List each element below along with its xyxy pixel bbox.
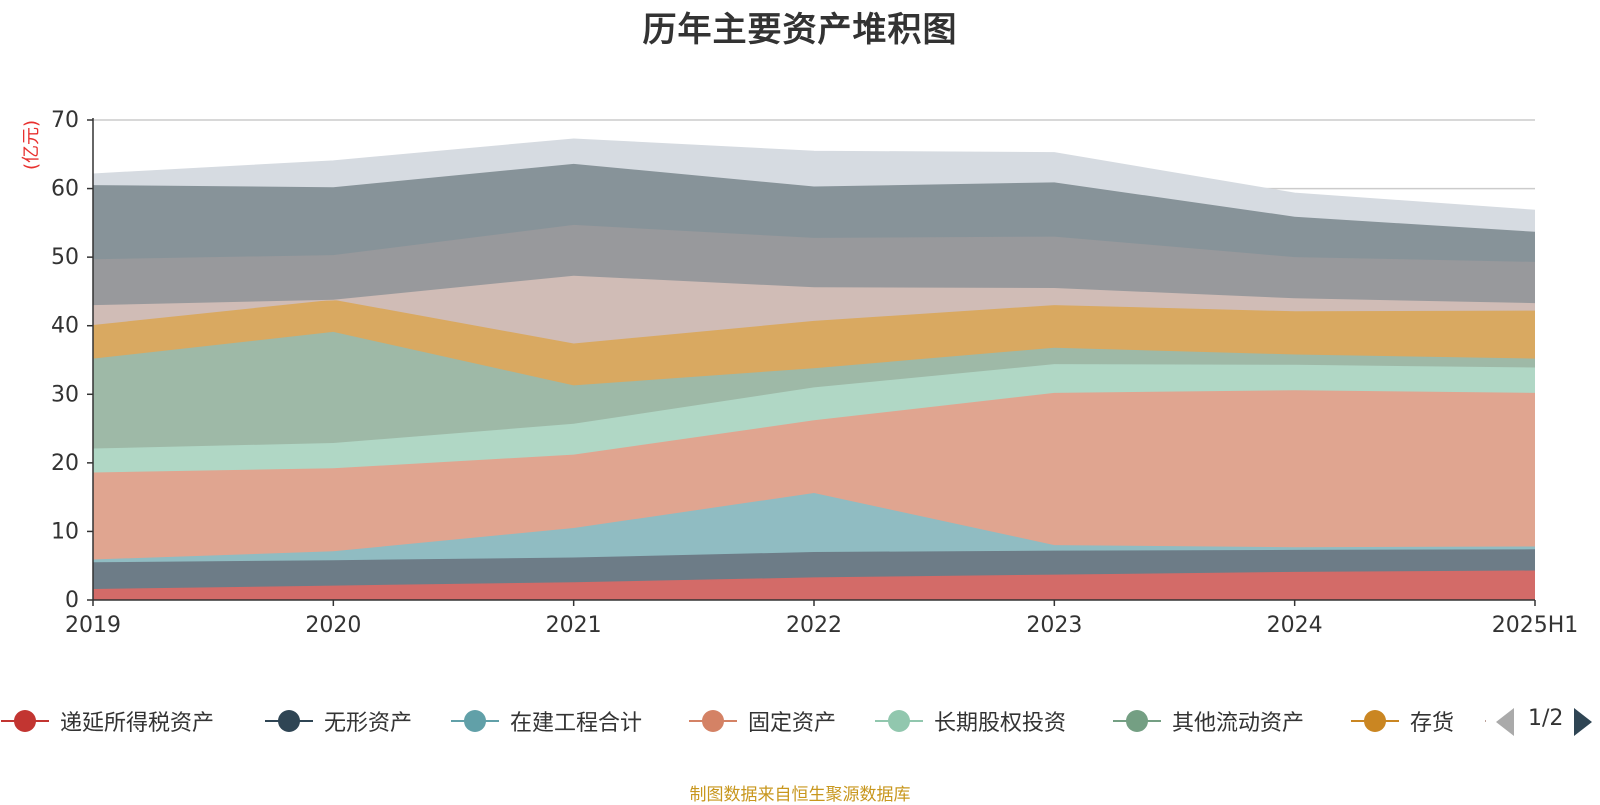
triangle-right-icon bbox=[1574, 708, 1592, 736]
legend-marker-icon bbox=[1351, 710, 1399, 732]
legend-viewport: 递延所得税资产无形资产在建工程合计固定资产长期股权投资其他流动资产存货交易性金融… bbox=[0, 697, 1486, 745]
legend: 递延所得税资产无形资产在建工程合计固定资产长期股权投资其他流动资产存货交易性金融… bbox=[0, 697, 1600, 745]
y-tick-label: 0 bbox=[65, 588, 79, 613]
area-series-6 bbox=[93, 331, 1535, 449]
legend-label: 长期股权投资 bbox=[934, 711, 1067, 736]
source-note: 制图数据来自恒生聚源数据库 bbox=[689, 785, 911, 805]
y-tick-label: 30 bbox=[51, 382, 79, 407]
y-tick-label: 20 bbox=[51, 451, 79, 476]
legend-marker-icon bbox=[1485, 720, 1486, 722]
triangle-left-icon bbox=[1496, 708, 1514, 736]
area-series-5 bbox=[93, 364, 1535, 473]
x-tick-label: 2024 bbox=[1267, 613, 1323, 638]
axes: 0 10 20 30 40 50 60 70 2019 2020 2021 2022 2023 2024 2… bbox=[51, 108, 1578, 638]
x-tick-label: 2021 bbox=[546, 613, 602, 638]
y-tick-label: 50 bbox=[51, 245, 79, 270]
y-tick-label: 70 bbox=[51, 108, 79, 133]
legend-label: 在建工程合计 bbox=[510, 711, 643, 736]
legend-label: 无形资产 bbox=[324, 711, 413, 736]
chart-title: 历年主要资产堆积图 bbox=[642, 10, 958, 50]
legend-next-page-button[interactable] bbox=[1572, 707, 1594, 737]
y-tick-label: 60 bbox=[51, 177, 79, 202]
legend-page-indicator: 1/2 bbox=[1528, 706, 1564, 731]
area-series-11 bbox=[93, 139, 1535, 232]
series-line-11 bbox=[92, 138, 1536, 212]
y-axis-unit-label: (亿元) bbox=[21, 120, 42, 170]
legend-label: 固定资产 bbox=[748, 711, 837, 736]
area-series-10 bbox=[93, 163, 1535, 262]
area-series bbox=[92, 138, 1536, 600]
area-series-1 bbox=[93, 570, 1535, 600]
legend-marker-icon bbox=[1, 710, 49, 732]
x-tick-label: 2019 bbox=[65, 613, 121, 638]
area-series-7 bbox=[93, 299, 1535, 386]
area-series-9 bbox=[93, 224, 1535, 306]
legend-marker-icon bbox=[875, 710, 923, 732]
legend-pager: 1/2 bbox=[1492, 697, 1600, 745]
legend-label: 其他流动资产 bbox=[1172, 711, 1305, 736]
x-tick-label: 2022 bbox=[786, 613, 842, 638]
legend-prev-page-button[interactable] bbox=[1494, 707, 1516, 737]
stacked-area-chart: 0 10 20 30 40 50 60 70 2019 2020 2021 2022 2023 2024 2… bbox=[21, 108, 1578, 638]
area-series-8 bbox=[93, 275, 1535, 344]
area-series-4 bbox=[93, 390, 1535, 560]
legend-marker-icon bbox=[265, 710, 313, 732]
legend-marker-icon bbox=[689, 710, 737, 732]
legend-marker-icon bbox=[1113, 710, 1161, 732]
x-tick-label: 2025H1 bbox=[1492, 613, 1579, 638]
legend-label: 递延所得税资产 bbox=[60, 711, 215, 736]
area-series-3 bbox=[93, 493, 1535, 563]
y-tick-label: 10 bbox=[51, 519, 79, 544]
x-tick-label: 2023 bbox=[1026, 613, 1082, 638]
legend-marker-icon bbox=[451, 710, 499, 732]
legend-label: 存货 bbox=[1410, 711, 1455, 736]
y-tick-label: 40 bbox=[51, 314, 79, 339]
x-tick-label: 2020 bbox=[305, 613, 361, 638]
